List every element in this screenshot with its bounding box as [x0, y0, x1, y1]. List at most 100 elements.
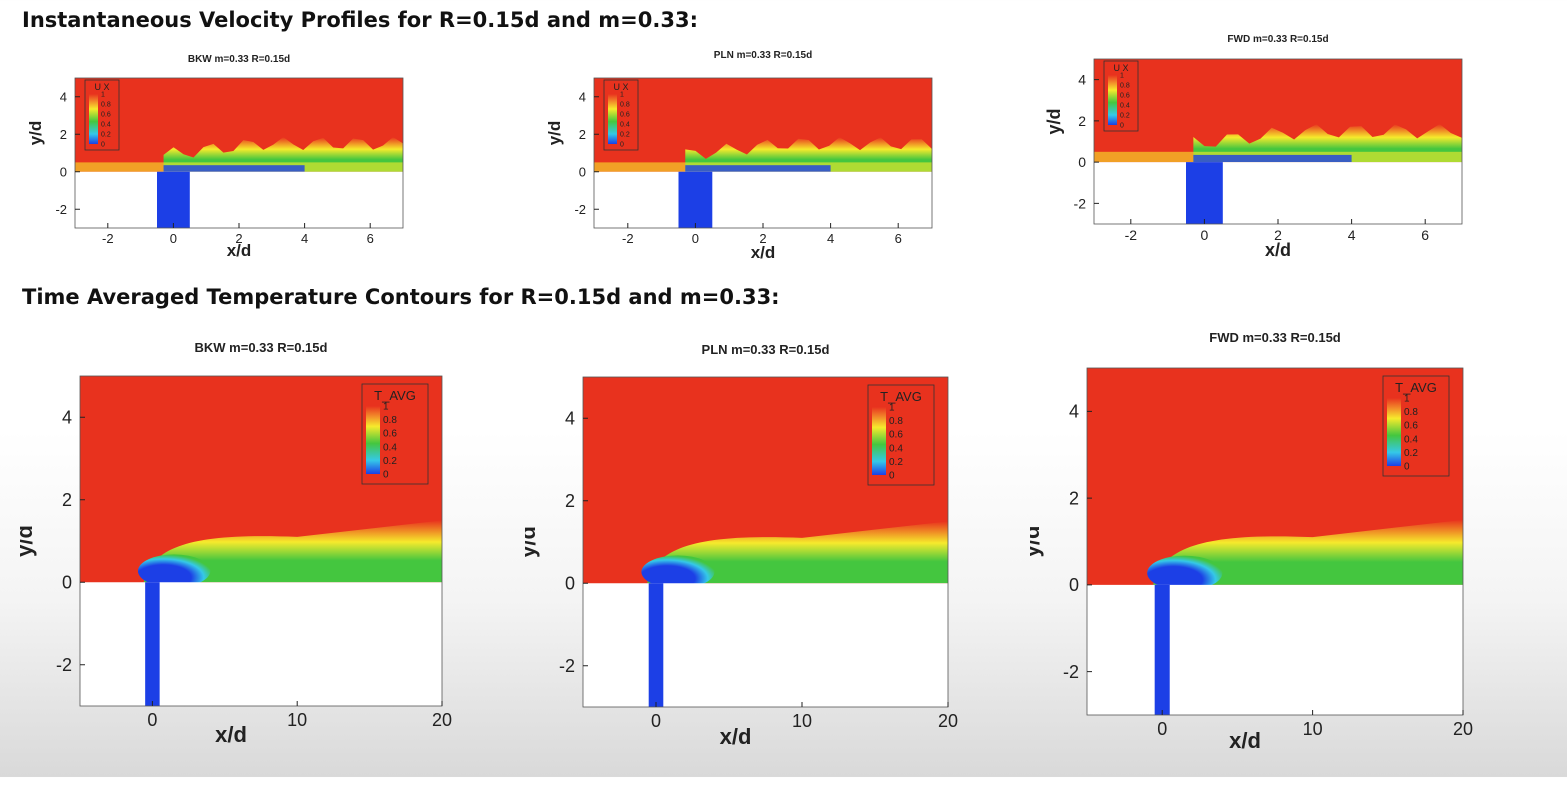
velocity-section-heading: Instantaneous Velocity Profiles for R=0.… [22, 8, 698, 32]
x-tick-label: 4 [1348, 227, 1356, 243]
x-tick-label: 2 [1274, 227, 1282, 243]
legend-value: 0.8 [101, 101, 111, 108]
y-tick-label: 4 [579, 89, 586, 104]
legend: U X1 0.8 0.6 0.4 0.2 0 [84, 79, 120, 151]
plot-frame [582, 376, 949, 708]
legend-colorbar [872, 407, 886, 475]
x-tick-label: 0 [170, 231, 177, 246]
x-tick-label: 10 [287, 710, 307, 730]
x-axis-label: x/d [1265, 240, 1291, 260]
legend-value: 1 [889, 403, 895, 414]
x-tick-label: 4 [301, 231, 308, 246]
coolant-plume [143, 520, 442, 583]
legend-title: T_AVG [374, 388, 416, 403]
x-tick-label: 6 [367, 231, 374, 246]
legend-title: U X [1113, 63, 1128, 73]
legend-value: 0.8 [383, 415, 397, 426]
legend-title: T_AVG [1395, 380, 1437, 395]
legend-box [84, 79, 120, 151]
x-axis-label: x/d [215, 722, 247, 747]
chart-title: PLN m=0.33 R=0.15d [714, 50, 812, 61]
coolant-hole [145, 582, 160, 706]
legend-value: 0.8 [889, 416, 903, 427]
legend-box [1382, 375, 1450, 477]
legend: U X1 0.8 0.6 0.4 0.2 0 [603, 79, 639, 151]
y-axis-label: y/d [26, 121, 45, 146]
legend-value: 0.6 [889, 430, 903, 441]
y-tick-label: 0 [60, 164, 67, 179]
legend-value: 1 [1120, 72, 1124, 79]
legend-value: 0.6 [1120, 92, 1130, 99]
x-axis-label: x/d [720, 724, 752, 749]
coolant-hole [678, 171, 713, 228]
legend-value: 0 [101, 141, 105, 148]
velocity-profile-bkw: -2 0 2 4 6 -2 0 2 4 BKW m=0.33 R=0.15d x/d y/d U X1 0… [26, 54, 404, 260]
x-tick-label: 0 [692, 231, 699, 246]
plot-frame [1086, 367, 1464, 716]
legend-colorbar [1387, 398, 1401, 466]
legend-box [603, 79, 639, 151]
legend-value: 0.4 [1404, 434, 1418, 445]
x-tick-label: 4 [827, 231, 834, 246]
legend-value: 1 [620, 91, 624, 98]
x-tick-label: 2 [759, 231, 766, 246]
contour-field [75, 78, 403, 228]
y-axis-label: y/d [525, 526, 540, 558]
solid-wall [75, 171, 403, 228]
legend-colorbar [608, 94, 617, 144]
y-tick-label: 4 [60, 89, 67, 104]
y-tick-label: -2 [1063, 662, 1079, 682]
y-tick-label: -2 [56, 655, 72, 675]
legend-value: 0.8 [620, 101, 630, 108]
legend-colorbar [1108, 75, 1117, 125]
contour-field [583, 377, 948, 707]
coolant-hole [157, 171, 190, 228]
solid-wall [1087, 584, 1463, 715]
legend-value: 1 [383, 402, 389, 413]
x-axis-label: x/d [1229, 728, 1261, 753]
legend-value: 0.2 [1404, 448, 1418, 459]
y-axis-label: y/d [20, 525, 37, 557]
legend-value: 0.6 [383, 429, 397, 440]
near-wall-coolant [163, 165, 305, 172]
y-tick-label: 4 [1069, 402, 1079, 422]
legend-value: 0.8 [1120, 82, 1130, 89]
y-tick-label: -2 [559, 656, 575, 676]
x-tick-label: 20 [1453, 719, 1473, 739]
legend-value: 0.4 [1120, 102, 1130, 109]
x-tick-label: -2 [1125, 227, 1138, 243]
legend-box [361, 383, 429, 485]
legend-value: 0.4 [620, 121, 630, 128]
legend-title: U X [613, 82, 628, 92]
legend-value: 0.8 [1404, 407, 1418, 418]
y-tick-label: 4 [565, 409, 575, 429]
x-tick-label: -2 [102, 231, 114, 246]
y-tick-label: 2 [60, 127, 67, 142]
y-axis-label: y/d [545, 121, 564, 146]
x-tick-label: -2 [622, 231, 634, 246]
coolant-hole [1154, 584, 1170, 715]
legend-value: 1 [101, 91, 105, 98]
x-tick-label: 10 [792, 711, 812, 731]
legend: U X1 0.8 0.6 0.4 0.2 0 [1103, 60, 1139, 132]
legend-value: 0 [1404, 462, 1410, 473]
x-tick-label: 6 [895, 231, 902, 246]
y-tick-label: 2 [579, 127, 586, 142]
legend-value: 0 [1120, 122, 1124, 129]
y-tick-label: 0 [1078, 154, 1086, 170]
y-tick-label: 2 [1078, 113, 1086, 129]
x-tick-label: 0 [651, 711, 661, 731]
contour-field [1087, 368, 1463, 715]
y-tick-label: 2 [565, 491, 575, 511]
chart-title: FWD m=0.33 R=0.15d [1209, 330, 1341, 345]
x-tick-label: 0 [1201, 227, 1209, 243]
x-tick-label: 10 [1303, 719, 1323, 739]
solid-wall [583, 583, 948, 707]
chart-title: FWD m=0.33 R=0.15d [1227, 34, 1328, 45]
x-tick-label: 2 [235, 231, 242, 246]
x-tick-label: 0 [1157, 719, 1167, 739]
x-axis-label: x/d [751, 243, 776, 262]
x-axis-label: x/d [227, 241, 252, 260]
